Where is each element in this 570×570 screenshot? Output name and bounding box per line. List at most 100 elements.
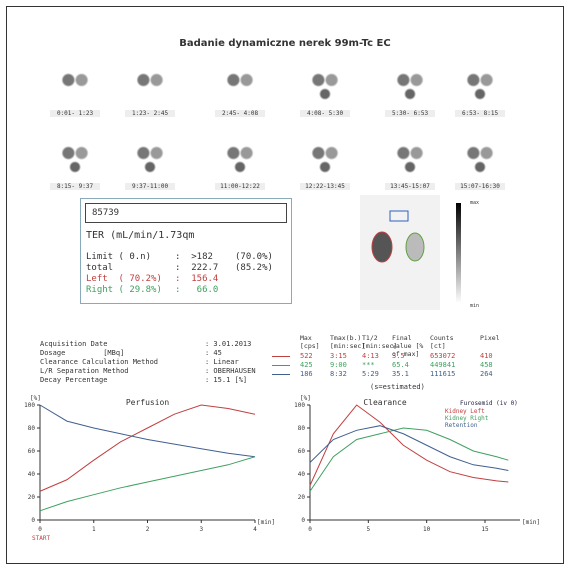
result-cell: : 66.0 [175, 285, 219, 295]
y-tick-label: 80 [28, 425, 36, 432]
stats-cell: 3:15 [330, 352, 347, 360]
x-label: [min] [522, 519, 540, 526]
info-cell: : 15.1 [%] [205, 376, 248, 384]
stats-header: Final value [% of max] [392, 334, 424, 358]
stats-cell: 186 [300, 370, 313, 378]
frame-label: 4:08- 5:30 [300, 110, 350, 117]
border [6, 6, 564, 564]
legend-entry: Kidney Left [445, 408, 485, 415]
y-label: [%] [30, 395, 41, 402]
result-cell: Left ( 70.2%) [86, 274, 162, 284]
stats-header: Counts [ct] [430, 334, 454, 350]
info-cell: : 45 [205, 349, 222, 357]
thumbnail [53, 135, 97, 175]
frame-label: 8:15- 9:37 [50, 183, 100, 190]
thumbnail [303, 135, 347, 175]
ter-heading: TER (mL/min/1.73qm [86, 230, 195, 241]
stats-cell: 449841 [430, 361, 456, 369]
y-tick-label: 100 [294, 402, 305, 409]
stats-cell: 9:00 [330, 361, 347, 369]
chart-title: Perfusion [126, 398, 170, 407]
x-tick-label: 10 [423, 526, 431, 533]
info-cell: Decay Percentage [40, 376, 108, 384]
x-tick-label: 15 [481, 526, 489, 533]
row-line [272, 365, 290, 366]
y-tick-label: 60 [28, 448, 36, 455]
colorbar-min: min [470, 303, 480, 309]
series-line [309, 425, 509, 472]
info-cell: Acquisition Date [40, 340, 108, 348]
result-cell: : >182 [175, 252, 213, 262]
legend-entry: Retention [445, 422, 478, 429]
x-tick-label: 4 [253, 526, 257, 533]
result-cell: : 156.4 [175, 274, 219, 284]
stats-cell: 522 [300, 352, 313, 360]
x-tick-label: 0 [38, 526, 42, 533]
frame-label: 0:01- 1:23 [50, 110, 100, 117]
x-label: [min] [257, 519, 275, 526]
stats-header: Tmax(b.) [min:sec] [330, 334, 366, 350]
series-line [309, 404, 509, 486]
frame-label: 11:00-12:22 [215, 183, 265, 190]
frame-label: 13:45-15:07 [385, 183, 435, 190]
y-tick-label: 60 [298, 448, 306, 455]
thumbnail [218, 62, 262, 102]
y-label: [%] [300, 395, 311, 402]
legend-title: Furosemid (iv 0) [460, 400, 518, 407]
result-cell: Limit ( 0.n) [86, 252, 152, 262]
result-cell: : 222.7 [175, 263, 219, 273]
start-label: START [32, 535, 50, 542]
stats-header: Pixel [480, 334, 500, 342]
row-line [272, 356, 290, 357]
y-tick-label: 80 [298, 425, 306, 432]
stats-header: T1/2 [min:sec] [362, 334, 398, 350]
stats-header: Max [cps] [300, 334, 320, 350]
frame-label: 15:07-16:30 [455, 183, 505, 190]
stats-cell: 35.1 [392, 370, 409, 378]
patient-id: 85739 [92, 208, 120, 218]
info-cell: L/R Separation Method [40, 367, 129, 375]
y-tick-label: 40 [298, 471, 306, 478]
frame-label: 9:37-11:00 [125, 183, 175, 190]
series-line [39, 456, 256, 512]
stats-cell: 4:13 [362, 352, 379, 360]
stats-note: (s=estimated) [370, 383, 425, 391]
frame-label: 6:53- 8:15 [455, 110, 505, 117]
stats-cell: 5:29 [362, 370, 379, 378]
y-tick-label: 100 [24, 402, 35, 409]
id-box [85, 203, 287, 223]
info-cell: Dosage [MBq] [40, 349, 125, 357]
thumbnail [303, 62, 347, 102]
series-line [39, 404, 256, 492]
stats-cell: 458 [480, 361, 493, 369]
stats-cell: 410 [480, 352, 493, 360]
result-cell: (70.0%) [235, 252, 273, 262]
title: Badanie dynamiczne nerek 99m-Tc EC [179, 38, 391, 49]
y-tick-label: 20 [28, 494, 36, 501]
thumbnail [53, 62, 97, 102]
thumbnail [458, 62, 502, 102]
thumbnail [388, 62, 432, 102]
stats-cell: 65.4 [392, 361, 409, 369]
y-tick-label: 0 [301, 517, 305, 524]
y-tick-label: 0 [31, 517, 35, 524]
info-cell: : Linear [205, 358, 239, 366]
stats-cell: 264 [480, 370, 493, 378]
x-tick-label: 3 [199, 526, 203, 533]
colorbar-max: max [470, 200, 480, 206]
x-tick-label: 0 [308, 526, 312, 533]
stats-cell: 111615 [430, 370, 456, 378]
x-tick-label: 5 [367, 526, 371, 533]
x-tick-label: 1 [92, 526, 96, 533]
stats-cell: 3.5 [392, 352, 405, 360]
thumbnail [388, 135, 432, 175]
row-line [272, 374, 290, 375]
stats-cell: 8:32 [330, 370, 347, 378]
info-cell: Clearance Calculation Method [40, 358, 159, 366]
series-line [39, 404, 256, 458]
result-cell: total [86, 263, 114, 273]
chart-title: Clearance [363, 398, 407, 407]
frame-label: 1:23- 2:45 [125, 110, 175, 117]
